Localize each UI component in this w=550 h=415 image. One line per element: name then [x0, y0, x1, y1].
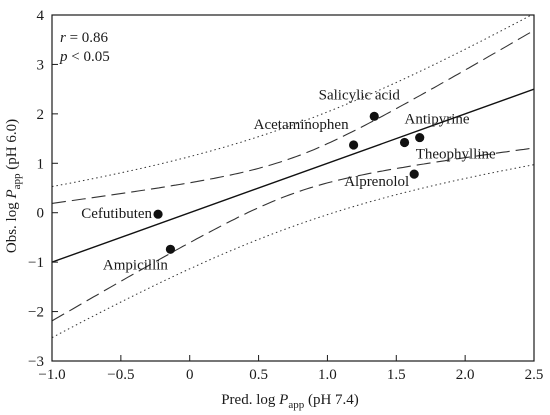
confidence-band-lower: [52, 147, 534, 322]
p-value: p < 0.05: [59, 49, 110, 65]
data-points: Cefutibuten Ampicillin Acetaminophen Salicy…: [81, 87, 496, 273]
x-tick-label: 2.0: [456, 367, 475, 383]
y-tick-label: 1: [37, 156, 45, 172]
y-tick-label: 2: [37, 107, 45, 123]
x-tick-label: −0.5: [107, 367, 134, 383]
y-tick-label: 0: [37, 206, 45, 222]
regression-bands: [52, 15, 534, 339]
data-point: [153, 209, 163, 219]
y-tick-label: −3: [28, 354, 44, 370]
x-tick-label: 0.5: [249, 367, 268, 383]
y-tick-label: 3: [37, 57, 45, 73]
prediction-band-upper: [52, 15, 533, 188]
regression-line-group: [52, 88, 534, 263]
regression-line: [52, 88, 534, 263]
point-label: Theophylline: [416, 147, 496, 163]
point-label: Ampicillin: [103, 257, 168, 273]
x-tick-label: 0: [186, 367, 194, 383]
data-point: [399, 137, 410, 148]
y-tick-label: 4: [37, 8, 45, 24]
point-label: Cefutibuten: [81, 206, 152, 222]
plot-frame: [51, 14, 535, 362]
point-label: Antipyrine: [405, 112, 470, 128]
x-tick-label: 2.5: [525, 367, 544, 383]
correlation-r: r = 0.86: [60, 30, 109, 46]
point-label: Alprenolol: [344, 174, 409, 190]
data-point: [409, 169, 419, 179]
data-point: [348, 140, 359, 150]
data-point: [415, 132, 425, 143]
x-tick-label: −1.0: [38, 367, 65, 383]
y-tick-label: −1: [28, 255, 44, 271]
x-tick-label: 1.5: [387, 367, 406, 383]
prediction-band-lower: [52, 164, 534, 339]
data-point: [165, 244, 176, 254]
point-label: Acetaminophen: [254, 117, 349, 133]
axis-ticks: −1.0 −0.5 0 0.5 1.0 1.5 2.0 2.5 −3 −2 −1 0 1 2 3 4: [28, 8, 543, 383]
x-tick-label: 1.0: [318, 367, 337, 383]
point-label: Salicylic acid: [319, 87, 401, 103]
x-axis-label: Pred. log Papp (pH 7.4): [221, 392, 359, 411]
y-tick-label: −2: [28, 305, 44, 321]
data-point: [369, 111, 379, 121]
confidence-band-upper: [52, 29, 534, 204]
y-axis-label: Obs. log Papp (pH 6.0): [4, 119, 23, 253]
